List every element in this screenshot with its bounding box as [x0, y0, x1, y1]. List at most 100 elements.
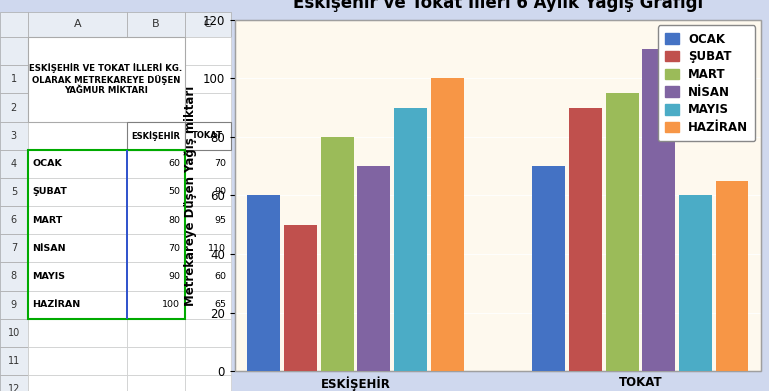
Bar — [185, 93, 231, 122]
Bar — [185, 347, 231, 375]
Bar — [127, 206, 185, 234]
Bar — [569, 108, 602, 371]
Bar — [127, 262, 185, 291]
Bar — [0, 234, 28, 262]
Text: OCAK: OCAK — [32, 159, 62, 169]
Bar — [28, 178, 127, 206]
Bar — [185, 178, 231, 206]
Bar — [28, 262, 127, 291]
Bar — [127, 291, 185, 319]
Text: 50: 50 — [168, 187, 180, 197]
Bar — [0, 262, 28, 291]
Text: 12: 12 — [8, 384, 20, 391]
Text: 6: 6 — [11, 215, 17, 225]
Text: 1: 1 — [11, 74, 17, 84]
Bar — [127, 178, 185, 206]
Bar — [127, 37, 185, 65]
Bar — [185, 375, 231, 391]
Bar — [28, 347, 127, 375]
Bar — [28, 65, 127, 93]
Text: 70: 70 — [168, 244, 180, 253]
Bar — [28, 319, 127, 347]
Bar — [532, 166, 565, 371]
Bar — [0, 319, 28, 347]
Bar — [185, 122, 231, 150]
Bar — [185, 150, 231, 178]
Bar — [606, 93, 638, 371]
Bar — [0, 375, 28, 391]
Bar — [0, 291, 28, 319]
Bar — [0, 150, 28, 178]
Bar — [679, 196, 712, 371]
Bar — [0, 65, 28, 93]
Bar — [28, 150, 127, 178]
Text: 60: 60 — [168, 159, 180, 169]
Text: 110: 110 — [208, 244, 226, 253]
Bar — [185, 291, 231, 319]
Text: 8: 8 — [11, 271, 17, 282]
Text: HAZİRAN: HAZİRAN — [32, 300, 81, 309]
Legend: OCAK, ŞUBAT, MART, NİSAN, MAYIS, HAZİRAN: OCAK, ŞUBAT, MART, NİSAN, MAYIS, HAZİRAN — [657, 25, 755, 141]
Text: 5: 5 — [11, 187, 17, 197]
Text: 2: 2 — [11, 102, 17, 113]
Bar — [127, 12, 185, 37]
Text: B: B — [152, 20, 159, 29]
Bar — [28, 12, 127, 37]
Text: C: C — [204, 20, 211, 29]
Title: Eskişehir ve Tokat İlleri 6 Aylık Yağış Grafiği: Eskişehir ve Tokat İlleri 6 Aylık Yağış … — [293, 0, 703, 13]
Bar — [185, 262, 231, 291]
Text: 60: 60 — [214, 272, 226, 281]
Bar — [127, 65, 185, 93]
Text: 90: 90 — [168, 272, 180, 281]
Bar — [127, 122, 185, 150]
Bar — [0, 347, 28, 375]
Text: 100: 100 — [162, 300, 180, 309]
Y-axis label: Metrekareye Düşen Yağış miktarı: Metrekareye Düşen Yağış miktarı — [184, 85, 197, 306]
Bar — [185, 12, 231, 37]
Bar — [185, 319, 231, 347]
Bar — [185, 234, 231, 262]
Bar — [28, 37, 185, 122]
Text: 80: 80 — [168, 215, 180, 225]
Bar — [284, 225, 317, 371]
Bar — [0, 206, 28, 234]
Text: 95: 95 — [214, 215, 226, 225]
Text: 90: 90 — [214, 187, 226, 197]
Bar — [248, 196, 281, 371]
Bar — [28, 122, 127, 150]
Bar — [185, 65, 231, 93]
Bar — [0, 93, 28, 122]
Text: 9: 9 — [11, 300, 17, 310]
Bar — [28, 37, 127, 65]
Bar — [0, 178, 28, 206]
Bar — [28, 93, 127, 122]
Bar — [127, 319, 185, 347]
Bar — [642, 49, 675, 371]
Bar — [0, 37, 28, 65]
Bar — [185, 122, 231, 150]
Text: 7: 7 — [11, 243, 17, 253]
Text: ESKİŞEHİR: ESKİŞEHİR — [131, 131, 180, 141]
Bar — [126, 150, 128, 319]
Bar — [127, 150, 185, 178]
Bar — [127, 234, 185, 262]
Bar — [321, 137, 354, 371]
Text: TOKAT: TOKAT — [192, 131, 223, 140]
Bar — [358, 166, 390, 371]
Bar — [28, 375, 127, 391]
Bar — [185, 37, 231, 65]
Bar — [431, 78, 464, 371]
Bar — [127, 93, 185, 122]
Text: 65: 65 — [214, 300, 226, 309]
Bar — [28, 206, 127, 234]
Bar — [127, 375, 185, 391]
Text: 11: 11 — [8, 356, 20, 366]
Bar — [715, 181, 748, 371]
Text: 70: 70 — [214, 159, 226, 169]
Text: A: A — [74, 20, 81, 29]
Bar — [394, 108, 427, 371]
Bar — [0, 122, 28, 150]
Bar — [28, 234, 127, 262]
Bar — [185, 206, 231, 234]
Text: ŞUBAT: ŞUBAT — [32, 187, 67, 197]
